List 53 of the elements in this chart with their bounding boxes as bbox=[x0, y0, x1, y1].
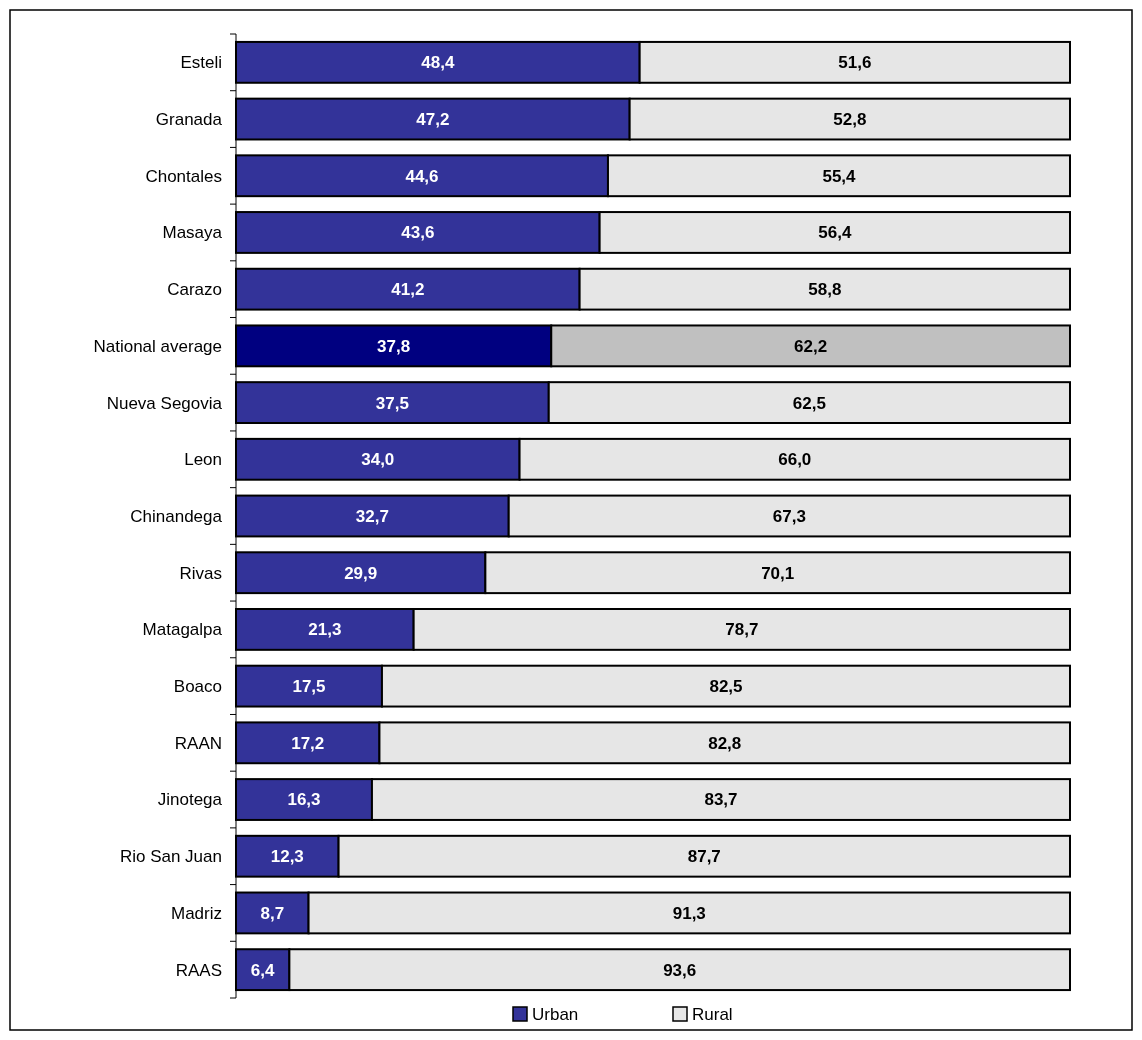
y-tick-label: Rivas bbox=[179, 563, 222, 583]
data-label: 58,8 bbox=[808, 280, 842, 300]
data-label: 82,8 bbox=[708, 733, 742, 753]
data-label: 47,2 bbox=[416, 110, 450, 130]
data-label: 82,5 bbox=[709, 677, 743, 697]
legend-label: Urban bbox=[532, 1004, 579, 1024]
data-label: 62,2 bbox=[794, 336, 828, 356]
y-tick-label: National average bbox=[93, 336, 222, 356]
y-tick-label: Nueva Segovia bbox=[106, 393, 223, 413]
y-tick-label: Jinotega bbox=[157, 790, 223, 810]
data-label: 17,5 bbox=[292, 677, 326, 697]
legend-label: Rural bbox=[692, 1004, 733, 1024]
y-tick-label: Rio San Juan bbox=[119, 847, 222, 867]
y-tick-label: Carazo bbox=[167, 280, 222, 300]
data-label: 78,7 bbox=[725, 620, 759, 640]
data-label: 55,4 bbox=[822, 166, 857, 186]
data-label: 48,4 bbox=[421, 53, 455, 73]
y-tick-label: Madriz bbox=[170, 903, 222, 923]
y-tick-label: RAAS bbox=[175, 960, 222, 980]
y-tick-label: Chinandega bbox=[130, 506, 223, 526]
data-label: 87,7 bbox=[687, 847, 721, 867]
data-label: 34,0 bbox=[361, 450, 395, 470]
data-label: 41,2 bbox=[391, 280, 425, 300]
data-label: 52,8 bbox=[833, 110, 867, 130]
data-label: 21,3 bbox=[308, 620, 342, 640]
data-label: 62,5 bbox=[792, 393, 826, 413]
y-tick-label: Boaco bbox=[173, 677, 222, 697]
y-tick-label: Granada bbox=[155, 110, 223, 130]
y-tick-label: Chontales bbox=[145, 166, 222, 186]
y-tick-label: Matagalpa bbox=[142, 620, 223, 640]
y-tick-label: Masaya bbox=[162, 223, 223, 243]
y-tick-label: RAAN bbox=[174, 733, 222, 753]
data-label: 66,0 bbox=[778, 450, 812, 470]
y-tick-label: Leon bbox=[184, 450, 222, 470]
data-label: 29,9 bbox=[344, 563, 378, 583]
data-label: 70,1 bbox=[761, 563, 795, 583]
data-label: 93,6 bbox=[663, 960, 697, 980]
data-label: 51,6 bbox=[838, 53, 872, 73]
data-label: 43,6 bbox=[401, 223, 435, 243]
data-label: 83,7 bbox=[704, 790, 738, 810]
data-label: 37,8 bbox=[377, 336, 411, 356]
data-label: 56,4 bbox=[818, 223, 852, 243]
data-label: 17,2 bbox=[291, 733, 325, 753]
data-label: 16,3 bbox=[287, 790, 321, 810]
data-label: 32,7 bbox=[355, 506, 389, 526]
y-tick-label: Esteli bbox=[180, 53, 222, 73]
data-label: 44,6 bbox=[405, 166, 439, 186]
data-label: 12,3 bbox=[270, 847, 304, 867]
data-label: 6,4 bbox=[250, 960, 276, 980]
data-label: 91,3 bbox=[672, 903, 706, 923]
data-label: 8,7 bbox=[260, 903, 285, 923]
data-label: 67,3 bbox=[772, 506, 806, 526]
data-label: 37,5 bbox=[375, 393, 409, 413]
